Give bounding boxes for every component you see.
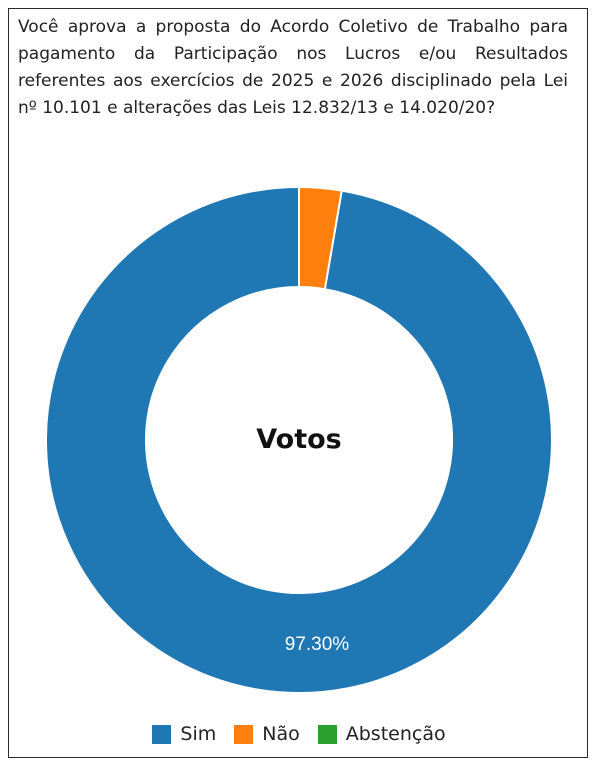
question-line: nº 10.101 e alterações das Leis 12.832/1… xyxy=(18,98,496,118)
legend-label-sim: Sim xyxy=(180,723,217,745)
legend-swatch-nao xyxy=(234,724,254,744)
legend-item-abstencao[interactable]: Abstenção xyxy=(317,723,446,745)
chart-center-title: Votos xyxy=(256,424,342,455)
question-line: pagamento da Participação nos Lucros e/o… xyxy=(18,44,568,64)
chart-legend: Sim Não Abstenção xyxy=(0,720,598,748)
legend-item-sim[interactable]: Sim xyxy=(152,723,216,745)
legend-swatch-sim xyxy=(152,724,172,744)
legend-swatch-abstencao xyxy=(317,724,337,744)
donut-slices xyxy=(45,185,553,694)
question-line: referentes aos exercícios de 2025 e 2026… xyxy=(18,71,568,91)
slice-nao[interactable] xyxy=(298,185,343,291)
legend-label-abstencao: Abstenção xyxy=(345,723,446,745)
slice-sim[interactable] xyxy=(45,185,553,694)
question-line: Você aprova a proposta do Acordo Coletiv… xyxy=(18,17,568,37)
legend-label-nao: Não xyxy=(262,723,300,745)
slice-label-sim: 97.30% xyxy=(285,634,350,655)
legend-item-nao[interactable]: Não xyxy=(234,723,300,745)
question-text: Você aprova a proposta do Acordo Coletiv… xyxy=(18,14,568,122)
